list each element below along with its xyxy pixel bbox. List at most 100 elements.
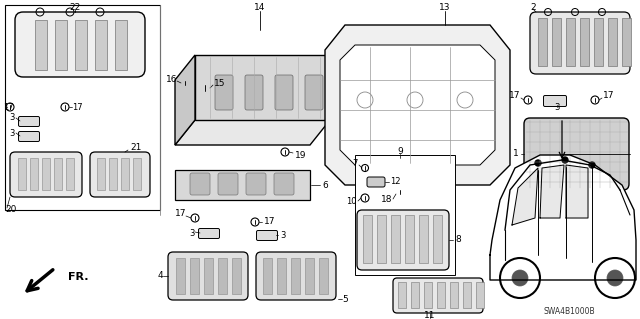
Bar [66,158,74,190]
Bar [419,215,428,263]
FancyBboxPatch shape [245,75,263,110]
Bar [552,18,561,66]
Text: 22: 22 [69,4,81,12]
Bar [176,258,185,294]
Bar [363,215,372,263]
Text: 16: 16 [166,75,177,84]
Bar [319,258,328,294]
Text: 11: 11 [424,310,436,319]
Polygon shape [175,120,330,145]
Bar [377,215,386,263]
Text: 10: 10 [346,197,357,206]
Bar [204,258,213,294]
Text: 14: 14 [254,4,266,12]
Bar [42,158,50,190]
Text: 1: 1 [513,150,519,159]
FancyBboxPatch shape [256,252,336,300]
Polygon shape [195,55,330,120]
Circle shape [535,160,541,166]
Polygon shape [325,25,510,185]
Polygon shape [175,55,195,145]
Text: 17: 17 [603,92,614,100]
FancyBboxPatch shape [357,210,449,270]
Text: 17: 17 [509,92,520,100]
FancyBboxPatch shape [90,152,150,197]
Bar [218,258,227,294]
Polygon shape [566,165,588,218]
Text: 6: 6 [322,181,328,189]
FancyBboxPatch shape [19,131,40,142]
Text: 9: 9 [397,147,403,157]
Bar [121,158,129,190]
Polygon shape [175,170,310,200]
Text: 18: 18 [381,196,392,204]
FancyBboxPatch shape [246,173,266,195]
Bar [263,258,272,294]
Text: 12: 12 [390,177,401,187]
Bar [566,18,575,66]
Circle shape [562,157,568,163]
Text: 2: 2 [530,4,536,12]
Text: 7: 7 [353,160,358,168]
Text: 17: 17 [264,218,275,226]
Bar [594,18,603,66]
Bar [424,282,432,308]
Bar [433,215,442,263]
Bar [580,18,589,66]
Bar [450,282,458,308]
Text: 21: 21 [130,144,141,152]
FancyBboxPatch shape [524,118,629,190]
Bar [35,20,47,70]
FancyBboxPatch shape [393,278,483,313]
FancyBboxPatch shape [198,228,220,239]
Bar [538,18,547,66]
Text: 3: 3 [10,114,15,122]
Polygon shape [540,165,564,218]
Bar [190,258,199,294]
Text: 17: 17 [175,210,186,219]
Bar [30,158,38,190]
Bar [463,282,471,308]
FancyBboxPatch shape [218,173,238,195]
FancyBboxPatch shape [15,12,145,77]
Text: 17: 17 [3,102,13,112]
Bar [5,5,160,210]
Bar [411,282,419,308]
Text: 3: 3 [10,129,15,137]
Bar [55,20,67,70]
Bar [476,282,484,308]
Bar [277,258,286,294]
FancyBboxPatch shape [367,177,385,187]
Text: 13: 13 [439,4,451,12]
Bar [75,20,87,70]
Text: 5: 5 [342,294,348,303]
Circle shape [589,162,595,168]
Bar [398,282,406,308]
Bar [54,158,62,190]
Text: 17: 17 [72,102,83,112]
Bar [109,158,117,190]
FancyBboxPatch shape [19,116,40,127]
Polygon shape [340,45,495,165]
Text: 3: 3 [554,103,560,113]
Bar [405,215,414,263]
Bar [97,158,105,190]
Polygon shape [512,168,538,225]
Circle shape [512,270,528,286]
Bar [115,20,127,70]
Bar [18,158,26,190]
FancyBboxPatch shape [168,252,248,300]
Text: 8: 8 [455,235,461,244]
FancyBboxPatch shape [257,231,278,241]
FancyBboxPatch shape [274,173,294,195]
FancyBboxPatch shape [305,75,323,110]
Text: 4: 4 [157,271,163,280]
Bar [437,282,445,308]
Text: 20: 20 [5,205,17,214]
Text: 19: 19 [295,151,307,160]
Bar [355,155,455,275]
Polygon shape [490,155,636,280]
Bar [133,158,141,190]
Bar [608,18,617,66]
Bar [305,258,314,294]
